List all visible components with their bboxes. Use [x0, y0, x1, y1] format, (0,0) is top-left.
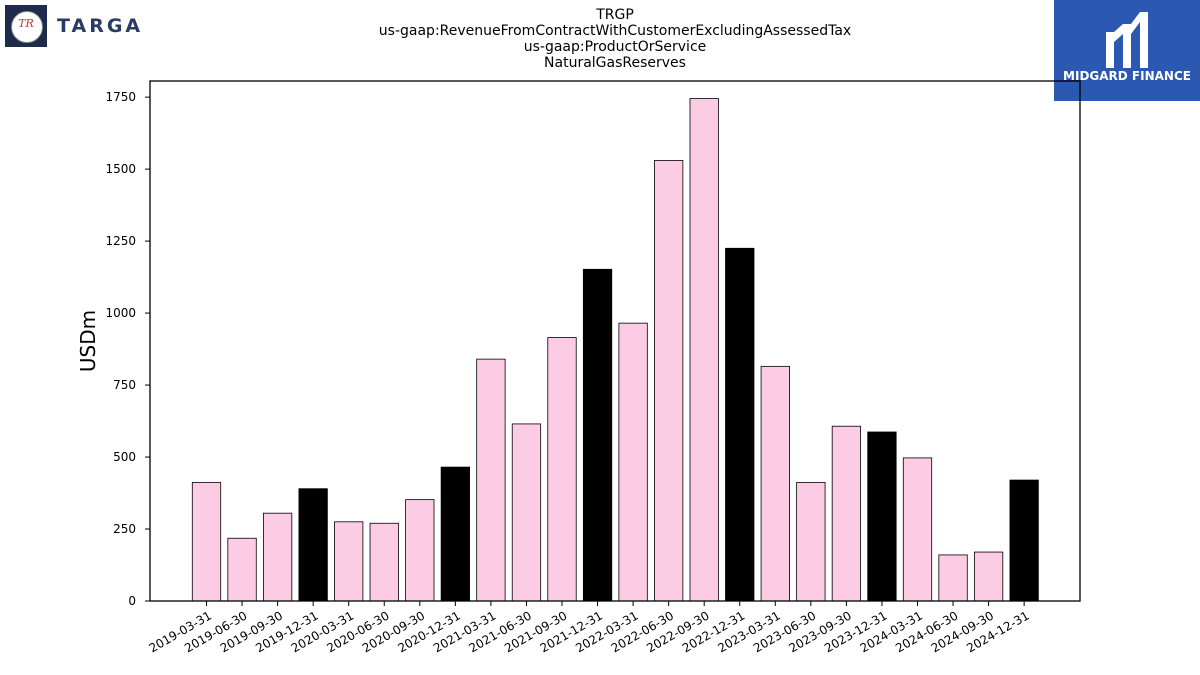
chart-title-line-4: NaturalGasReserves [544, 55, 686, 71]
bar-2024-09-30 [973, 551, 1004, 602]
bar-2022-12-31 [725, 247, 755, 602]
bar-2019-03-31 [191, 481, 222, 602]
y-tick-label-0: 0 [128, 594, 136, 608]
y-tick-label-250: 250 [113, 522, 136, 536]
bars-group [191, 98, 1039, 602]
y-tick-label-1750: 1750 [105, 90, 136, 104]
badge-circle [11, 11, 43, 43]
midgard-brand-text: MIDGARD FINANCE [1063, 69, 1191, 83]
bar-2023-09-30 [831, 425, 862, 602]
bar-2019-12-31 [298, 488, 328, 602]
targa-badge: TR [5, 5, 47, 47]
targa-logo: TR TARGA [5, 5, 165, 47]
bar-2022-06-30 [654, 160, 684, 602]
bar-2023-03-31 [760, 365, 790, 602]
bar-2023-12-31 [867, 431, 897, 602]
bar-2022-03-31 [618, 322, 648, 602]
y-tick-label-1250: 1250 [105, 234, 136, 248]
badge-text: TR [18, 17, 34, 30]
bar-2021-09-30 [547, 337, 577, 602]
bar-2023-06-30 [796, 481, 826, 602]
bar-2020-06-30 [369, 522, 399, 602]
chart-title-line-3: us-gaap:ProductOrService [523, 39, 707, 55]
y-tick-label-750: 750 [113, 378, 136, 392]
bar-2020-03-31 [334, 521, 364, 602]
bar-2019-09-30 [262, 512, 293, 602]
y-axis-label: USDm [76, 310, 100, 372]
x-axis: 2019-03-312019-06-302019-09-302019-12-31… [147, 601, 1032, 655]
bar-2021-12-31 [582, 268, 613, 602]
bar-2021-06-30 [511, 423, 542, 602]
bar-2022-09-30 [689, 98, 719, 602]
bar-2019-06-30 [227, 537, 257, 602]
y-tick-label-1500: 1500 [105, 162, 136, 176]
bar-2024-06-30 [938, 554, 968, 602]
midgard-finance-logo: MIDGARD FINANCE [1054, 0, 1200, 101]
y-tick-label-1000: 1000 [105, 306, 136, 320]
chart-title-line-2: us-gaap:RevenueFromContractWithCustomerE… [378, 23, 852, 39]
chart-title-line-1: TRGP [596, 7, 634, 23]
y-tick-label-500: 500 [113, 450, 136, 464]
bar-2020-09-30 [405, 499, 435, 602]
targa-wordmark: TARGA [57, 15, 144, 37]
bar-2024-12-31 [1009, 479, 1039, 602]
midgard-mark-icon [1106, 12, 1148, 68]
plot-frame [149, 80, 1081, 602]
bar-2021-03-31 [476, 358, 506, 602]
bar-2024-03-31 [902, 457, 933, 602]
bar-2020-12-31 [440, 466, 470, 602]
y-axis: 0 250 500 750 1000 1250 1500 1750 [105, 90, 150, 608]
